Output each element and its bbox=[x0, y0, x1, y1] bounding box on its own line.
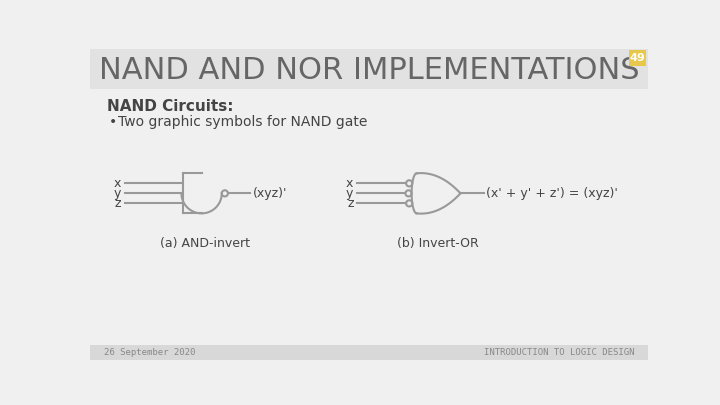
Text: y: y bbox=[114, 187, 121, 200]
Text: NAND AND NOR IMPLEMENTATIONS: NAND AND NOR IMPLEMENTATIONS bbox=[99, 55, 639, 85]
Text: (a) AND-invert: (a) AND-invert bbox=[161, 237, 251, 250]
Text: NAND Circuits:: NAND Circuits: bbox=[107, 99, 233, 115]
Text: z: z bbox=[347, 197, 354, 210]
Text: (xyz)': (xyz)' bbox=[253, 187, 287, 200]
Text: (b) Invert-OR: (b) Invert-OR bbox=[397, 237, 479, 250]
FancyBboxPatch shape bbox=[90, 345, 648, 360]
Text: 26 September 2020: 26 September 2020 bbox=[104, 348, 195, 357]
Text: 49: 49 bbox=[630, 53, 645, 63]
FancyBboxPatch shape bbox=[629, 50, 647, 66]
Text: x: x bbox=[346, 177, 354, 190]
FancyBboxPatch shape bbox=[90, 49, 648, 89]
Text: •: • bbox=[109, 115, 117, 129]
Text: y: y bbox=[346, 187, 354, 200]
Text: INTRODUCTION TO LOGIC DESIGN: INTRODUCTION TO LOGIC DESIGN bbox=[484, 348, 634, 357]
Text: (x' + y' + z') = (xyz)': (x' + y' + z') = (xyz)' bbox=[486, 187, 618, 200]
Text: z: z bbox=[114, 197, 121, 210]
Text: x: x bbox=[114, 177, 121, 190]
Text: Two graphic symbols for NAND gate: Two graphic symbols for NAND gate bbox=[118, 115, 367, 129]
